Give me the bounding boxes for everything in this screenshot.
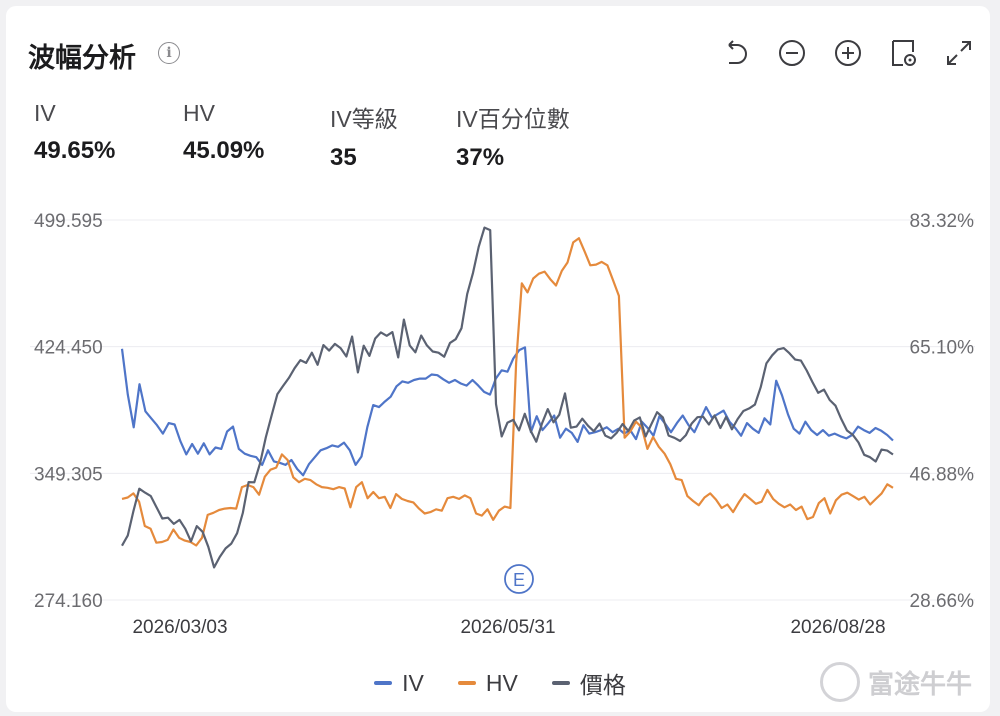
earnings-event-marker[interactable] bbox=[504, 564, 534, 594]
legend-item-price[interactable]: 價格 bbox=[551, 666, 626, 700]
zoom-in-icon[interactable] bbox=[831, 36, 865, 70]
legend-label-hv: HV bbox=[485, 669, 518, 696]
page-title: 波幅分析 bbox=[28, 43, 136, 73]
left-axis-tick: 424.450 bbox=[34, 338, 103, 359]
legend-label-price: 價格 bbox=[579, 672, 626, 698]
earnings-event-label: E bbox=[513, 570, 525, 590]
stat-hv: HV 45.09% bbox=[183, 100, 264, 165]
x-axis-tick: 2026/03/03 bbox=[132, 617, 227, 638]
futu-logo-icon bbox=[820, 662, 860, 702]
stat-iv-rank-label: IV等級 bbox=[330, 106, 398, 132]
stat-iv-rank: IV等級 35 bbox=[330, 100, 398, 172]
stat-iv-label: IV bbox=[34, 100, 56, 126]
right-axis-tick: 83.32% bbox=[910, 211, 975, 232]
watermark: 富途牛牛 bbox=[820, 662, 972, 702]
legend-swatch-iv bbox=[374, 681, 393, 685]
stat-iv-percentile-value: 37% bbox=[456, 144, 505, 171]
chart-legend: IV HV 價格 bbox=[0, 666, 1000, 700]
stat-iv-rank-value: 35 bbox=[330, 144, 357, 171]
settings-icon[interactable] bbox=[887, 36, 921, 70]
x-axis-tick: 2026/05/31 bbox=[460, 617, 555, 638]
price-line bbox=[121, 226, 894, 569]
stat-hv-value: 45.09% bbox=[183, 137, 265, 164]
iv-line bbox=[120, 346, 894, 477]
info-icon[interactable]: i bbox=[158, 42, 180, 64]
undo-icon[interactable] bbox=[720, 36, 754, 70]
x-axis-tick: 2026/08/28 bbox=[790, 617, 885, 638]
watermark-text: 富途牛牛 bbox=[868, 668, 973, 699]
legend-item-hv[interactable]: HV bbox=[457, 666, 518, 700]
expand-icon[interactable] bbox=[942, 36, 976, 70]
right-axis-tick: 46.88% bbox=[910, 464, 975, 485]
legend-swatch-hv bbox=[457, 681, 476, 685]
left-axis-tick: 349.305 bbox=[34, 464, 103, 485]
chart-card bbox=[6, 6, 990, 712]
stat-iv-value: 49.65% bbox=[34, 137, 116, 164]
zoom-out-icon[interactable] bbox=[775, 36, 809, 70]
left-axis-tick: 499.595 bbox=[34, 211, 103, 232]
stat-iv-percentile-label: IV百分位數 bbox=[456, 106, 570, 132]
right-axis-tick: 28.66% bbox=[910, 591, 975, 612]
legend-swatch-price bbox=[551, 681, 570, 685]
legend-item-iv[interactable]: IV bbox=[374, 666, 424, 700]
right-axis-tick: 65.10% bbox=[910, 338, 975, 359]
stat-iv: IV 49.65% bbox=[34, 100, 115, 165]
hv-line bbox=[121, 237, 894, 547]
left-axis-tick: 274.160 bbox=[34, 591, 103, 612]
stat-hv-label: HV bbox=[183, 100, 215, 126]
stat-iv-percentile: IV百分位數 37% bbox=[456, 100, 570, 172]
legend-label-iv: IV bbox=[402, 669, 424, 696]
